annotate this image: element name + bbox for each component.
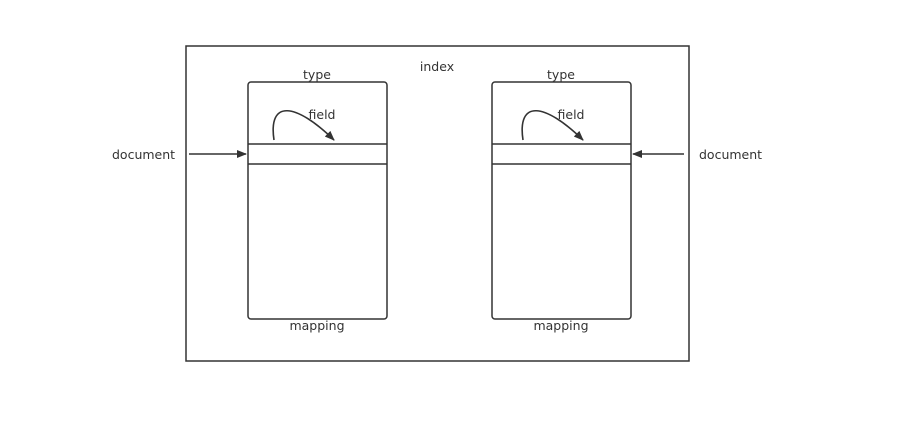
document-label-right: document xyxy=(699,147,762,162)
mapping-label-right: mapping xyxy=(533,318,588,333)
type-box-left xyxy=(247,81,388,320)
field-arrow-left xyxy=(272,109,335,141)
type-box-right xyxy=(491,81,632,320)
type-label-left: type xyxy=(303,67,331,82)
mapping-label-left: mapping xyxy=(289,318,344,333)
field-arrow-right xyxy=(521,109,584,141)
field-label-right: field xyxy=(558,107,585,122)
cropped-text-line xyxy=(18,412,618,426)
field-label-left: field xyxy=(309,107,336,122)
index-box xyxy=(185,45,690,362)
index-label: index xyxy=(420,59,454,74)
document-label-left: document xyxy=(112,147,175,162)
type-label-right: type xyxy=(547,67,575,82)
